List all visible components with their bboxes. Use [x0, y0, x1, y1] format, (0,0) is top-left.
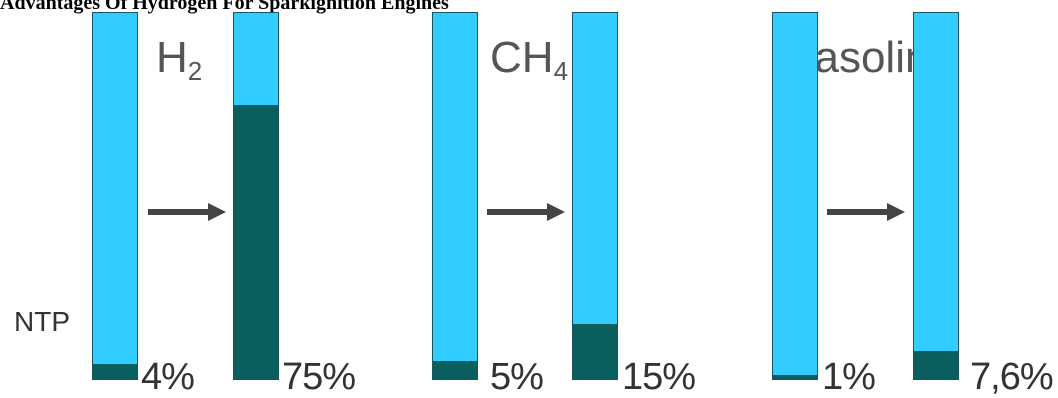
bar-gasoline-lower-limit [772, 12, 818, 380]
fuel-fill [573, 324, 617, 379]
fuel-label-ch4: CH4 [490, 33, 569, 86]
fuel-fill [93, 364, 137, 379]
fuel-fill [234, 104, 278, 379]
data-label-h2-low: 4% [141, 356, 195, 398]
arrow-icon [487, 203, 565, 221]
slide-title: Advantages Of Hydrogen For Sparkignition… [0, 0, 449, 14]
data-label-gasoline-high: 7,6% [970, 356, 1054, 398]
data-label-ch4-low: 5% [490, 356, 544, 398]
bar-ch4-upper-limit [572, 12, 618, 380]
ntp-label: NTP [14, 306, 70, 337]
arrow-icon [827, 203, 905, 221]
arrow-icon [148, 203, 226, 221]
fuel-fill [773, 375, 817, 379]
bar-h2-lower-limit [92, 12, 138, 380]
bar-gasoline-upper-limit [913, 12, 959, 380]
data-label-gasoline-low: 1% [822, 356, 876, 398]
bar-h2-upper-limit [233, 12, 279, 380]
bar-ch4-lower-limit [432, 12, 478, 380]
fuel-fill [433, 360, 477, 379]
data-label-h2-high: 75% [282, 356, 356, 398]
data-label-ch4-high: 15% [622, 356, 696, 398]
fuel-fill [914, 351, 958, 379]
fuel-label-h2: H2 [156, 33, 203, 86]
